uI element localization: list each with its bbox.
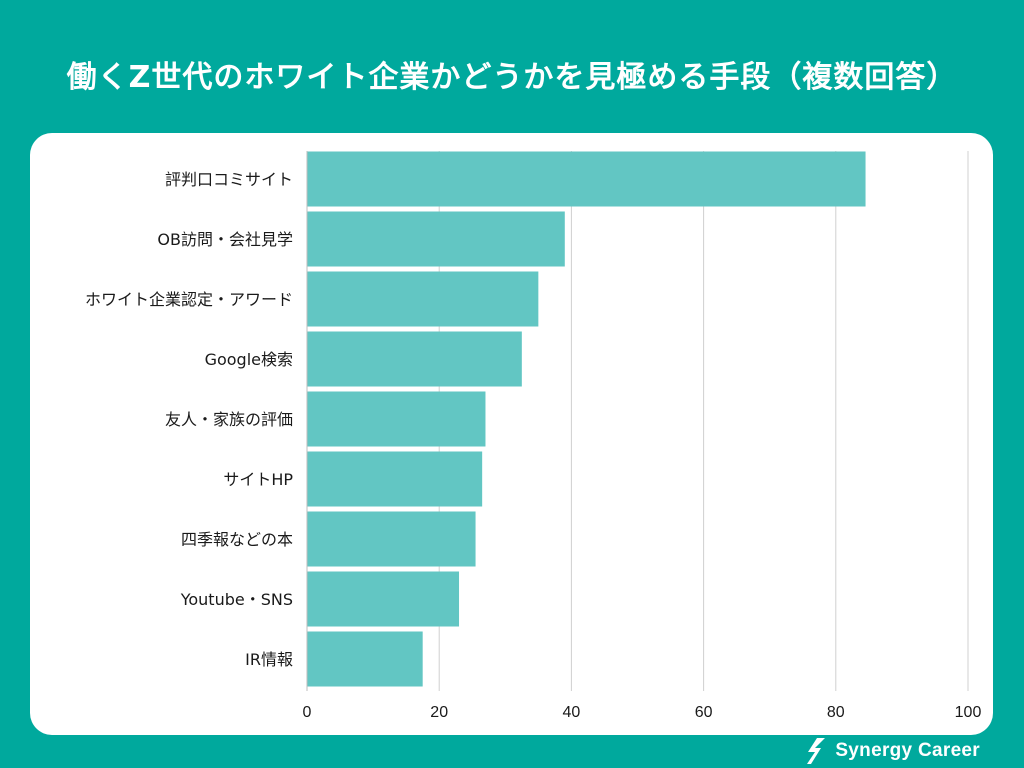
x-tick-label: 20 — [430, 704, 448, 721]
category-label: サイトHP — [223, 470, 293, 489]
bar — [307, 571, 460, 627]
category-label: ホワイト企業認定・アワード — [85, 290, 293, 309]
category-label: 友人・家族の評価 — [165, 410, 293, 429]
category-label: IR情報 — [245, 650, 293, 669]
bar — [307, 631, 423, 687]
bar — [307, 331, 522, 387]
x-tick-label: 100 — [955, 704, 982, 721]
x-tick-label: 40 — [563, 704, 581, 721]
x-tick-label: 80 — [827, 704, 845, 721]
bar — [307, 451, 483, 507]
category-label: 評判口コミサイト — [165, 170, 293, 189]
x-tick-label: 0 — [303, 704, 312, 721]
category-label: 四季報などの本 — [181, 530, 293, 549]
chart-card: 評判口コミサイト OB訪問・会社見学ホワイト企業認定・アワード Google検索友人… — [30, 133, 993, 735]
bar — [307, 271, 539, 327]
x-tick-label: 60 — [695, 704, 713, 721]
bar — [307, 151, 866, 207]
page-title: 働くZ世代のホワイト企業かどうかを見極める手段（複数回答） — [66, 60, 958, 95]
category-label: Google検索 — [205, 350, 293, 369]
synergy-career-mark-icon — [807, 738, 826, 764]
category-label: Youtube・SNS — [180, 590, 293, 609]
bar — [307, 211, 565, 267]
bar — [307, 511, 476, 567]
category-label: OB訪問・会社見学 — [157, 230, 293, 249]
brand-logo: Synergy Career — [805, 738, 980, 764]
brand-name: Synergy Career — [835, 740, 980, 761]
bar — [307, 391, 486, 447]
